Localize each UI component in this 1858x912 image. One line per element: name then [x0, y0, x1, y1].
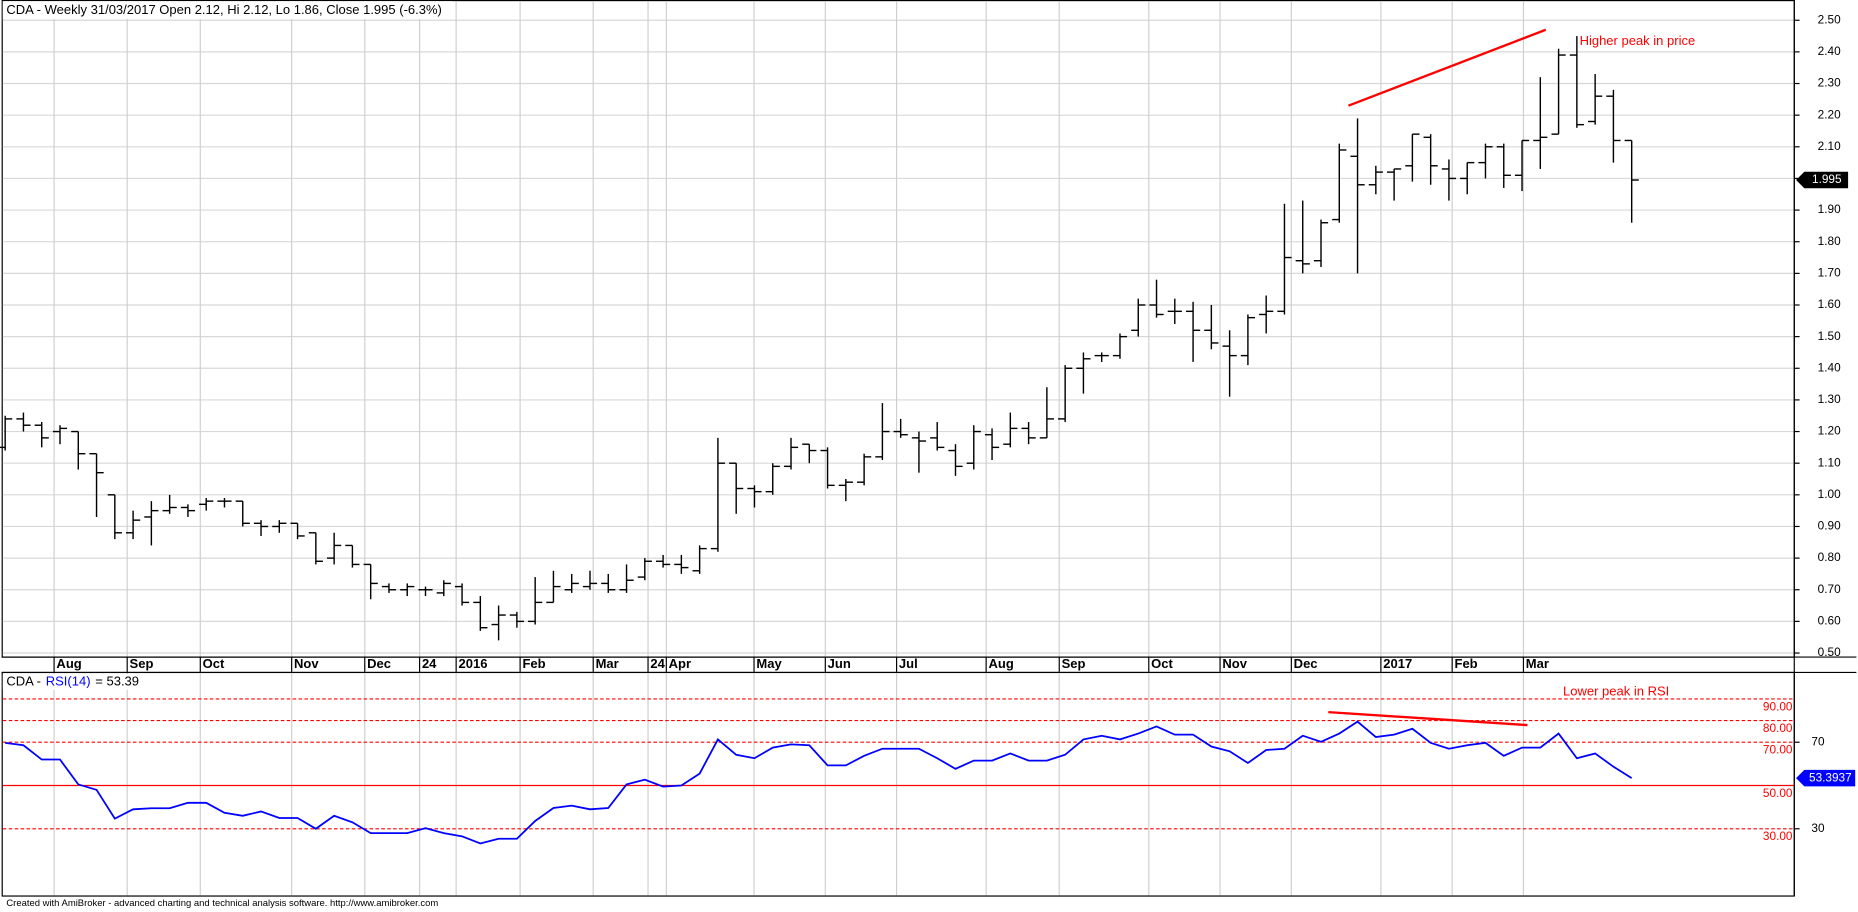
legend-entry: RSI(14)	[46, 674, 91, 689]
y-tick-label: 0.80	[1818, 550, 1841, 564]
y-tick-label: 0.90	[1818, 519, 1841, 533]
x-tick-label: Feb	[522, 656, 545, 671]
x-tick-label: Oct	[1151, 656, 1173, 671]
y-tick-label: 1.70	[1818, 265, 1841, 279]
y-tick-label: 1.00	[1818, 487, 1841, 501]
level-label: 30.00	[1763, 829, 1793, 843]
title-background	[2, 674, 145, 690]
x-tick-label: Mar	[1526, 656, 1549, 671]
x-tick-label: Aug	[56, 656, 81, 671]
x-tick-label: Dec	[1294, 656, 1318, 671]
y-tick-label: 1.60	[1818, 297, 1841, 311]
y-tick-label: 2.20	[1818, 107, 1841, 121]
x-tick-label: May	[756, 656, 782, 671]
y-tick-label: 1.30	[1818, 392, 1841, 406]
chart-title: CDA - Weekly 31/03/2017 Open 2.12, Hi 2.…	[6, 2, 442, 17]
level-label: 70.00	[1763, 743, 1793, 757]
y-tick-label: 0.70	[1818, 582, 1841, 596]
x-tick-label: 24	[650, 656, 665, 671]
x-tick-label: Aug	[988, 656, 1013, 671]
y-tick-label: 30	[1811, 821, 1825, 835]
annotation: Higher peak in price	[1580, 33, 1696, 48]
y-tick-label: 1.90	[1818, 202, 1841, 216]
x-tick-label: Apr	[669, 656, 691, 671]
x-tick-label: Nov	[1222, 656, 1247, 671]
last-price-label: 1.995	[1812, 172, 1842, 186]
y-tick-label: 1.40	[1818, 360, 1841, 374]
y-tick-label: 1.10	[1818, 455, 1841, 469]
x-tick-label: Nov	[294, 656, 319, 671]
x-tick-label: Oct	[203, 656, 225, 671]
last-price-marker	[1796, 171, 1849, 189]
x-tick-label: 2016	[459, 656, 488, 671]
annotation: Lower peak in RSI	[1563, 683, 1669, 698]
x-tick-label: Dec	[367, 656, 391, 671]
y-tick-label: 1.20	[1818, 424, 1841, 438]
level-label: 90.00	[1763, 699, 1793, 713]
y-tick-label: 0.60	[1818, 614, 1841, 628]
last-value-marker	[1796, 769, 1856, 787]
y-tick-label: 2.30	[1818, 76, 1841, 90]
y-tick-label: 0.50	[1818, 645, 1841, 659]
x-tick-label: Jun	[828, 656, 851, 671]
y-tick-label: 2.10	[1818, 139, 1841, 153]
x-tick-label: Feb	[1455, 656, 1478, 671]
trend-line	[1328, 710, 1528, 727]
current-value: = 53.39	[95, 674, 139, 689]
level-label: 50.00	[1763, 786, 1793, 800]
trend-line	[1347, 28, 1547, 107]
title-background	[2, 1, 453, 19]
level-label: 80.00	[1763, 721, 1793, 735]
x-tick-label: 24	[422, 656, 437, 671]
title-prefix: CDA -	[6, 674, 41, 689]
y-tick-label: 2.40	[1818, 44, 1841, 58]
footer: Created with AmiBroker - advanced charti…	[6, 898, 438, 909]
y-tick-label: 70	[1811, 734, 1825, 748]
x-tick-label: Jul	[899, 656, 918, 671]
y-tick-label: 1.80	[1818, 234, 1841, 248]
x-tick-label: Sep	[130, 656, 154, 671]
y-tick-label: 1.50	[1818, 329, 1841, 343]
x-tick-label: Sep	[1062, 656, 1086, 671]
x-tick-label: Mar	[596, 656, 619, 671]
chart-title: CDA - RSI(14) = 53.39	[6, 674, 139, 689]
x-tick-label: 2017	[1383, 656, 1412, 671]
y-tick-label: 2.50	[1818, 12, 1841, 26]
last-value-label: 53.3937	[1809, 770, 1852, 784]
rsi-line	[5, 720, 1633, 845]
